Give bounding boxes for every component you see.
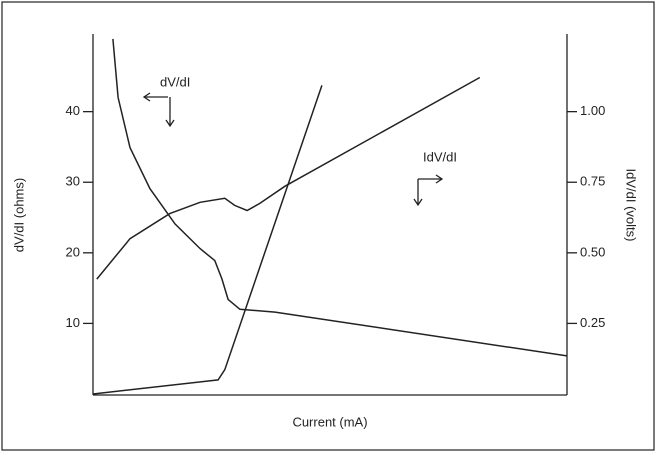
- x-axis-label: Current (mA): [292, 414, 367, 429]
- y-tick-label: 20: [66, 244, 80, 259]
- y2-tick-label: 1.00: [580, 103, 605, 118]
- y2-tick-label: 0.50: [580, 244, 605, 259]
- annotation-arrows: [142, 92, 444, 207]
- curve: [96, 76, 481, 280]
- y-tick-label: 40: [66, 103, 80, 118]
- axes: [92, 34, 568, 396]
- annotation: dV/dI: [160, 74, 190, 89]
- y-tick-label: 30: [66, 174, 80, 189]
- arrow: [142, 92, 175, 128]
- annotation: IdV/dI: [423, 149, 457, 164]
- arrow: [413, 174, 444, 207]
- y-axis-label: dV/dI (ohms): [11, 178, 26, 252]
- y2-tick-label: 0.25: [580, 315, 605, 330]
- y2-tick-label: 0.75: [580, 174, 605, 189]
- curve: [92, 85, 323, 395]
- y2-axis-label: IdV/dI (volts): [624, 169, 639, 242]
- y-tick-label: 10: [66, 315, 80, 330]
